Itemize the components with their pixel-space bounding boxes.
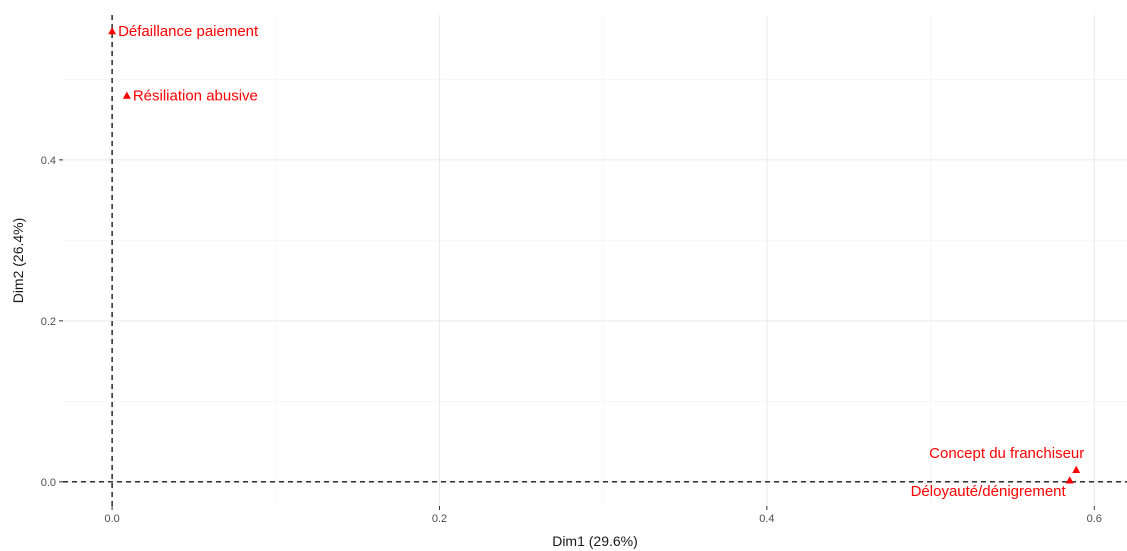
point-marker [1072,465,1081,473]
point-marker [108,27,117,35]
point-label: Déloyauté/dénigrement [911,483,1067,500]
point-marker [1065,476,1074,484]
x-tick-label: 0.4 [759,513,774,525]
x-tick-label: 0.2 [432,513,447,525]
y-tick-label: 0.4 [41,155,56,167]
y-axis-title: Dim2 (26.4%) [10,218,26,304]
data-points: Défaillance paiement Résiliation abusive C… [108,23,1084,500]
x-tick-label: 0.0 [104,513,119,525]
point-label: Résiliation abusive [133,87,258,104]
point-label: Concept du franchiseur [929,445,1084,462]
reference-lines [63,15,1127,506]
point-label: Défaillance paiement [118,23,259,40]
x-axis-title: Dim1 (29.6%) [552,533,638,549]
x-tick-label: 0.6 [1087,513,1102,525]
axis-ticks: 0.0 0.2 0.4 0.6 0.0 0.2 0.4 [41,155,1102,525]
y-tick-label: 0.0 [41,477,56,489]
point-marker [122,91,131,99]
grid [63,15,1127,506]
y-tick-label: 0.2 [41,316,56,328]
